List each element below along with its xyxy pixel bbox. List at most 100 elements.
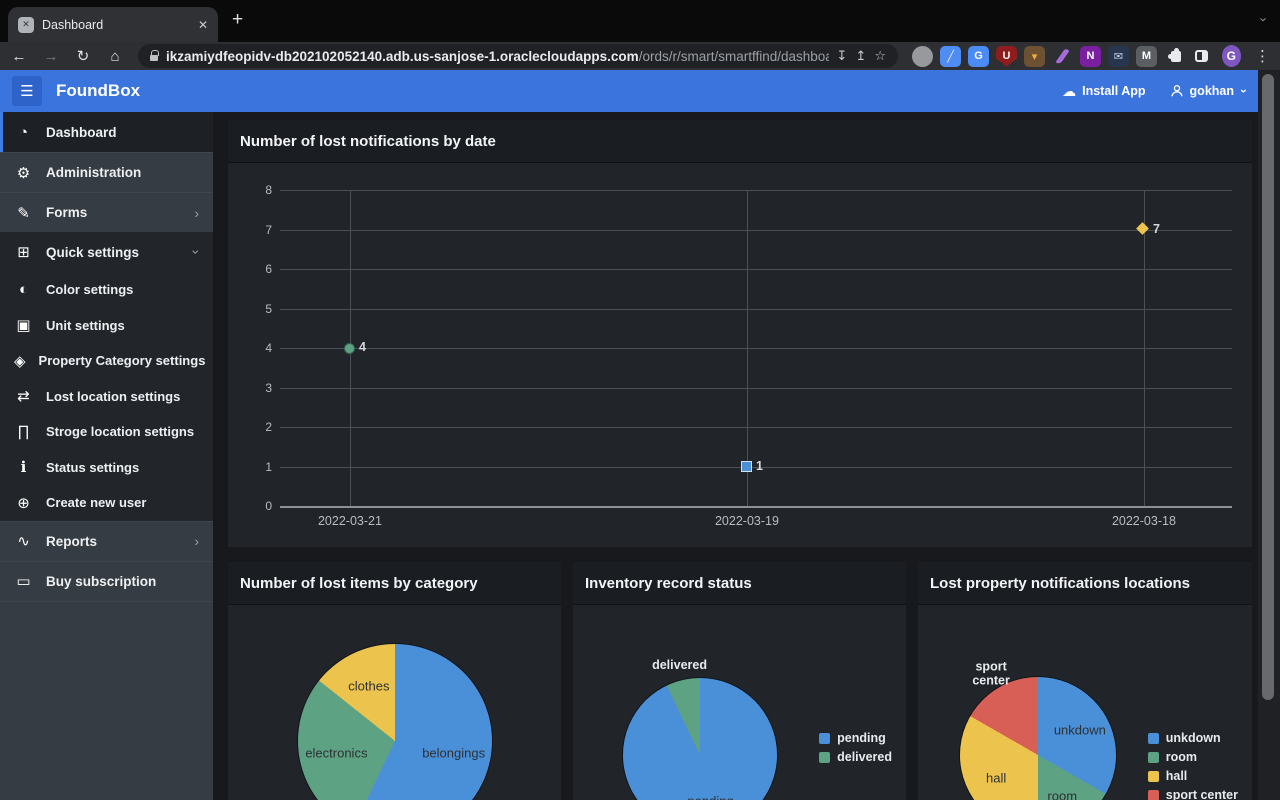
pie-body: unkdown room hall sport center unkdown room ha…	[918, 605, 1252, 800]
gridline	[280, 387, 1232, 389]
data-point-marker[interactable]	[344, 342, 356, 354]
pie-slice-label: unkdown	[1053, 722, 1106, 738]
sidebar-item-dashboard[interactable]: ◔ Dashboard	[0, 112, 213, 152]
lock-icon	[150, 50, 159, 61]
pie-chart[interactable]	[960, 677, 1116, 800]
pie-chart[interactable]	[623, 678, 777, 800]
sidebar-item-create-new-user[interactable]: ⊕ Create new user	[0, 485, 213, 521]
sidebar-item-color-settings[interactable]: ◐ Color settings	[0, 272, 213, 308]
install-app-button[interactable]: ☁ Install App	[1062, 83, 1145, 100]
install-page-icon[interactable]: ↧	[836, 48, 848, 63]
new-tab-button[interactable]: +	[232, 9, 244, 30]
browser-tab[interactable]: ✕ Dashboard ✕	[8, 7, 218, 42]
legend-label: pending	[837, 731, 886, 745]
legend-label: hall	[1165, 769, 1188, 783]
gridline	[280, 308, 1232, 310]
sidebar-filler	[0, 600, 213, 800]
pie-slice-label: hall	[986, 770, 1007, 786]
tab-favicon-icon: ✕	[18, 16, 34, 33]
sidebar-item-label: Unit settings	[46, 317, 125, 333]
chevron-right-icon: ›	[194, 204, 199, 221]
card-title: Number of lost items by category	[228, 562, 561, 605]
user-plus-icon: ⊕	[17, 494, 30, 512]
x-tick-label: 2022-03-18	[1111, 514, 1176, 528]
legend-label: delivered	[837, 750, 892, 764]
m-extension-icon[interactable]: M	[1136, 45, 1157, 67]
x-gridline	[746, 190, 748, 506]
feather-extension-icon[interactable]	[1052, 46, 1073, 67]
gridline	[280, 269, 1232, 270]
sidebar-item-stroge-location-settigns[interactable]: ∏ Stroge location settigns	[0, 414, 213, 450]
person-icon	[1171, 85, 1183, 97]
y-tick-label: 7	[265, 222, 272, 237]
card-title: Lost property notifications locations	[918, 562, 1252, 605]
user-chevron-icon: ›	[1237, 89, 1251, 93]
card-lost-items-by-category: Number of lost items by category belongi…	[228, 562, 561, 800]
forward-icon[interactable]: →	[43, 47, 59, 65]
scatter-plot: 0 1 2 3 4 5 6 7 8 2022-03-21 4 2022-03-19 1 2022-03-1…	[265, 183, 1232, 528]
legend-label: unkdown	[1165, 731, 1221, 745]
sidebar-item-lost-location-settings[interactable]: ⇄ Lost location settings	[0, 378, 213, 414]
sidebar-item-label: Create new user	[46, 495, 147, 511]
editor-pen-extension-icon[interactable]: ╱	[940, 45, 961, 67]
reload-icon[interactable]: ↻	[76, 48, 90, 65]
y-tick-label: 2	[265, 420, 272, 434]
sidebar-nav: ◔ Dashboard ⚙ Administration ✎ Forms › ⊞ Quick s…	[0, 112, 213, 800]
sidebar-item-label: Forms	[46, 205, 88, 220]
data-point-marker[interactable]	[1136, 222, 1150, 235]
hamburger-icon[interactable]: ☰	[12, 76, 42, 106]
card-title: Number of lost notifications by date	[228, 120, 1252, 163]
sidebar-item-label: Lost location settings	[46, 388, 181, 404]
card-inventory-record-status: Inventory record status pending delivered…	[573, 562, 906, 800]
scrollbar-thumb[interactable]	[1262, 74, 1274, 700]
pie-slice-label: room	[1047, 788, 1078, 800]
card-lost-property-locations: Lost property notifications locations un…	[918, 562, 1252, 800]
home-icon[interactable]: ⌂	[110, 47, 120, 65]
pie-body: pending delivered pending delivered	[573, 605, 906, 800]
url-text[interactable]: ikzamiydfeopidv-db202102052140.adb.us-sa…	[166, 49, 829, 64]
sidebar-toggle-icon[interactable]	[1194, 50, 1208, 62]
admin-user-icon: ⚙	[16, 164, 31, 182]
address-bar[interactable]: ikzamiydfeopidv-db202102052140.adb.us-sa…	[138, 44, 898, 68]
onenote-extension-icon[interactable]: N	[1080, 45, 1101, 67]
translate-extension-icon[interactable]: G	[968, 45, 989, 67]
share-icon[interactable]: ↥	[855, 48, 867, 63]
sidebar-item-quick-settings[interactable]: ⊞ Quick settings ›	[0, 232, 213, 272]
bookmark-star-icon[interactable]: ☆	[874, 48, 886, 63]
browser-menu-icon[interactable]: ⋮	[1255, 48, 1270, 65]
sidebar-item-unit-settings[interactable]: ▣ Unit settings	[0, 307, 213, 343]
back-icon[interactable]: ←	[11, 47, 27, 65]
gauge-icon: ◔	[18, 123, 29, 141]
photos-extension-icon[interactable]: ▾	[1024, 45, 1045, 67]
bank-icon: ∏	[17, 423, 30, 441]
pie-chart[interactable]	[298, 644, 492, 800]
ublock-extension-icon[interactable]: U	[996, 45, 1017, 67]
sidebar-item-label: Status settings	[46, 459, 140, 475]
data-point-marker[interactable]	[741, 461, 753, 472]
sidebar-item-label: Reports	[46, 533, 98, 549]
pie-slice-label: belongings	[422, 745, 486, 761]
sidebar-item-reports[interactable]: ∿ Reports ›	[0, 520, 213, 561]
tab-close-icon[interactable]: ✕	[197, 17, 208, 32]
pie-legend: unkdown room hall sport center	[1147, 731, 1238, 800]
molecule-extension-icon[interactable]	[912, 45, 933, 67]
sidebar-item-status-settings[interactable]: ℹ Status settings	[0, 449, 213, 485]
install-app-label: Install App	[1082, 84, 1146, 98]
browser-profile-avatar[interactable]: G	[1221, 45, 1241, 67]
legend-item: sport center	[1147, 788, 1238, 800]
mail-extension-icon[interactable]: ✉	[1108, 45, 1129, 67]
sidebar-item-administration[interactable]: ⚙ Administration	[0, 152, 213, 192]
extensions-puzzle-icon[interactable]	[1168, 47, 1181, 62]
sidebar-item-buy-subscription[interactable]: ▭ Buy subscription	[0, 560, 213, 601]
legend-swatch	[1147, 751, 1159, 763]
pie-slice-label: pending	[666, 793, 756, 800]
y-tick-label: 3	[265, 380, 272, 395]
sidebar-item-forms[interactable]: ✎ Forms ›	[0, 192, 213, 232]
sidebar-item-property-category-settings[interactable]: ◈ Property Category settings	[0, 343, 213, 379]
user-menu[interactable]: gokhan ›	[1170, 84, 1251, 98]
gridline	[280, 190, 1232, 191]
scrollbar-track[interactable]	[1258, 70, 1280, 800]
tab-search-chevron-icon[interactable]: ›	[1256, 17, 1272, 22]
y-tick-label: 1	[265, 459, 272, 474]
